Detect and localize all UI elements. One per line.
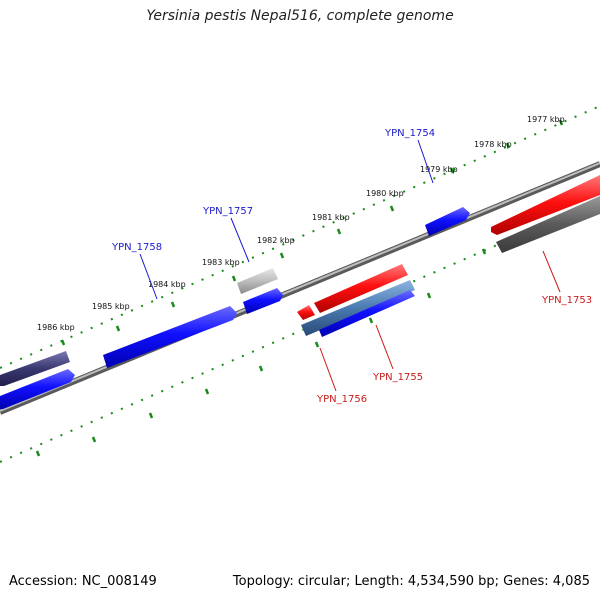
tick-label-1984: 1984 kbp bbox=[148, 280, 186, 289]
major-ticks-inner bbox=[35, 224, 541, 457]
tick-label-1978: 1978 kbp bbox=[474, 140, 512, 149]
tick-label-1986: 1986 kbp bbox=[37, 323, 75, 332]
gene-ypn1753-red[interactable] bbox=[491, 175, 600, 235]
gene-label-ypn1758[interactable]: YPN_1758 bbox=[111, 242, 162, 253]
genome-backbone bbox=[0, 161, 600, 415]
gene-label-ypn1756[interactable]: YPN_1756 bbox=[316, 394, 367, 405]
gene-ypn1756-red[interactable] bbox=[314, 264, 408, 313]
gene-dark-purple-fwd[interactable] bbox=[0, 351, 70, 386]
gene-label-ypn1753[interactable]: YPN_1753 bbox=[541, 295, 592, 306]
gene-ypn1757-light[interactable] bbox=[237, 268, 278, 294]
leader-lines bbox=[139, 139, 561, 392]
tick-label-1981: 1981 kbp bbox=[312, 213, 350, 222]
gene-ypn1755[interactable] bbox=[319, 290, 415, 337]
tick-label-1977: 1977 kbp bbox=[527, 115, 565, 124]
gene-lower-left-fwd[interactable] bbox=[0, 369, 75, 409]
gene-label-ypn1755[interactable]: YPN_1755 bbox=[372, 372, 423, 383]
tick-label-1985: 1985 kbp bbox=[92, 302, 130, 311]
tick-label-1983: 1983 kbp bbox=[202, 258, 240, 267]
tick-label-1982: 1982 kbp bbox=[257, 236, 295, 245]
gene-ypn1756[interactable] bbox=[301, 280, 415, 336]
gene-ypn1753[interactable] bbox=[496, 196, 600, 253]
gene-ypn1758[interactable] bbox=[103, 306, 237, 368]
tick-label-1980: 1980 kbp bbox=[366, 189, 404, 198]
gene-label-ypn1757[interactable]: YPN_1757 bbox=[202, 206, 253, 217]
gene-ypn1754[interactable] bbox=[425, 207, 470, 236]
major-ticks-outer bbox=[60, 119, 564, 346]
gene-label-ypn1754[interactable]: YPN_1754 bbox=[384, 128, 435, 139]
gene-ypn1757[interactable] bbox=[243, 288, 283, 314]
map-title: Yersinia pestis Nepal516, complete genom… bbox=[146, 8, 454, 24]
gene-ypn1756-small-red[interactable] bbox=[297, 305, 315, 320]
genome-summary: Topology: circular; Length: 4,534,590 bp… bbox=[232, 574, 590, 589]
accession-label: Accession: NC_008149 bbox=[9, 574, 157, 589]
tick-label-1979: 1979 kbp bbox=[420, 165, 458, 174]
